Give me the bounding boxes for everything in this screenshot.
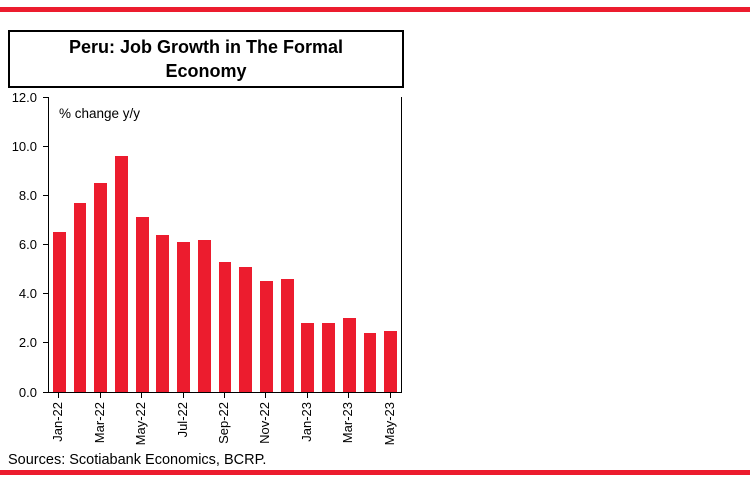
bar-Jul-22	[177, 242, 190, 392]
y-tick-label: 6.0	[18, 237, 37, 252]
y-tick-mark	[43, 145, 48, 147]
bottom-border-rule	[0, 470, 750, 475]
y-tick-mark	[43, 96, 48, 98]
x-tick-label: Mar-23	[340, 402, 356, 444]
bar-Mar-23	[342, 318, 356, 392]
x-tick-label: Jan-22	[50, 402, 66, 442]
x-tick-label: Mar-22	[91, 402, 107, 444]
y-tick-mark	[43, 194, 48, 196]
x-tick-mark	[306, 393, 308, 398]
top-border-rule	[0, 7, 750, 12]
x-tick-label: Jul-22	[174, 402, 190, 438]
x-axis: Jan-22 Mar-22 May-22 Jul-22 Sep-22 Nov-22 Jan-…	[48, 393, 400, 455]
x-tick-label: May-23	[381, 402, 397, 446]
bar-Jan-22	[52, 232, 66, 392]
x-tick-mark	[58, 393, 60, 398]
y-tick-label: 12.0	[11, 89, 37, 105]
y-tick-mark	[43, 391, 48, 393]
x-tick-label: Sep-22	[216, 402, 231, 444]
bar-Feb-23	[322, 323, 335, 392]
y-tick-mark	[43, 293, 48, 295]
sources-note: Sources: Scotiabank Economics, BCRP.	[8, 452, 267, 468]
bar-Apr-23	[363, 333, 377, 392]
plot-area: % change y/y	[48, 97, 402, 393]
x-tick-label: Nov-22	[257, 402, 273, 444]
y-tick-label: 10.0	[11, 138, 37, 154]
bar-Sep-22	[218, 261, 232, 392]
chart-title-box: Peru: Job Growth in The Formal Economy	[8, 30, 404, 88]
x-tick-mark	[389, 393, 391, 398]
bar-Aug-22	[197, 239, 211, 392]
x-tick-label: Jan-23	[298, 402, 314, 442]
x-tick-label: May-22	[133, 402, 149, 446]
x-tick-mark	[348, 393, 350, 398]
x-tick-mark	[99, 393, 101, 398]
y-tick-label: 2.0	[18, 335, 37, 351]
bar-Nov-22	[259, 281, 273, 392]
y-tick-label: 0.0	[18, 384, 37, 400]
x-tick-mark	[182, 393, 184, 398]
x-tick-mark	[224, 393, 225, 398]
x-tick-mark	[141, 393, 143, 398]
chart-title: Peru: Job Growth in The Formal Economy	[68, 36, 344, 81]
y-tick-label: 4.0	[18, 286, 37, 302]
bar-Jan-23	[301, 323, 315, 392]
y-tick-mark	[43, 244, 48, 245]
y-tick-mark	[43, 342, 48, 344]
bar-Jun-22	[156, 234, 170, 392]
bar-Dec-22	[280, 278, 294, 392]
x-tick-mark	[265, 393, 267, 398]
y-tick-label: 8.0	[18, 187, 37, 203]
bar-Apr-22	[115, 156, 128, 392]
bar-Oct-22	[239, 266, 253, 392]
y-axis: 0.0 2.0 4.0 6.0 8.0 10.0 12.0	[0, 91, 48, 399]
bar-Feb-22	[73, 202, 87, 392]
y-axis-unit-label: % change y/y	[59, 106, 141, 121]
bar-May-22	[135, 217, 149, 392]
bar-May-23	[384, 330, 398, 392]
bar-Mar-22	[94, 183, 108, 392]
